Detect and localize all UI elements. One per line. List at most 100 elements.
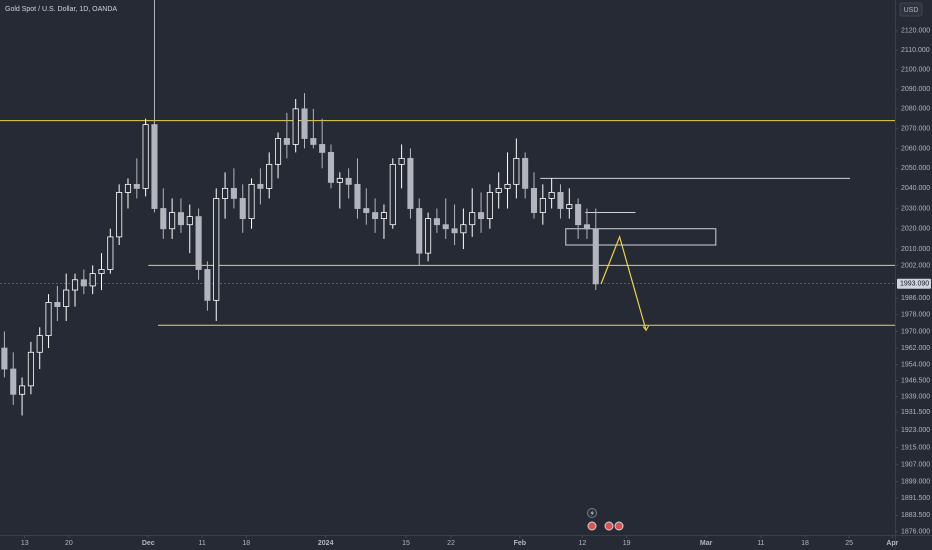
candle-body [230,187,237,199]
y-tick-label: 2120.000 [901,28,930,35]
y-tick-label: 2110.000 [901,47,930,54]
candle-body [469,212,476,226]
y-tick-label: 2080.000 [901,106,930,113]
candle-body [451,228,458,234]
candle-body [354,183,361,209]
candle-body [319,144,326,153]
y-tick-label: 2100.000 [901,66,930,73]
y-tick-label: 2020.000 [901,226,930,233]
y-tick-label: 2030.000 [901,205,930,212]
y-tick-label: 2090.000 [901,86,930,93]
event-icon[interactable] [587,521,597,531]
candle-body [124,183,132,193]
projection-arrowhead [642,325,650,332]
y-tick-label: 2070.000 [901,125,930,132]
event-icon[interactable] [604,521,614,531]
candle-body [257,183,264,189]
lightning-glyph [590,510,594,517]
candle-body [54,302,61,307]
candle-body [195,216,202,270]
candle-body [204,269,211,301]
x-tick-label: 18 [801,540,809,547]
candle-body [283,138,290,145]
y-tick-label: 1970.000 [901,328,930,335]
currency-label[interactable]: USD [904,7,919,14]
x-tick-label: 11 [198,540,205,547]
candle-body [575,204,582,226]
x-tick-label: 25 [845,540,853,547]
candle-body [222,187,229,199]
y-tick-label: 1978.000 [901,312,930,319]
candle-body [63,289,70,307]
candle-body [89,273,96,287]
candle-body [177,212,184,226]
x-tick-label: Dec [142,540,155,547]
candle-body [274,138,282,165]
candle-body [1,347,8,370]
y-tick-label: 1907.000 [901,461,930,468]
y-tick-label: 1954.000 [901,362,930,369]
x-tick-label: Apr [886,540,898,547]
candle-body [345,177,352,185]
candle-body [27,351,34,387]
x-tick-label: 15 [402,540,410,547]
y-tick-label: 1923.000 [901,427,930,434]
candle-body [45,302,52,336]
x-tick-label: 12 [579,540,587,547]
candle-body [160,208,167,230]
candle-body [522,157,529,189]
candle-body [36,335,43,353]
candle-body [407,157,414,209]
x-tick-label: 22 [447,540,455,547]
candle-body [513,157,520,185]
candle-body [327,151,335,183]
candle-body [433,218,440,226]
candle-body [416,208,423,254]
projection-path [600,234,647,331]
axes: 2120.000 2110.000 2100.000 2090.000 2080.000… [21,28,931,547]
event-icon[interactable] [614,521,624,531]
candle-body [504,183,511,189]
candle-body [266,163,273,189]
y-tick-label: 2010.000 [901,246,930,253]
candle-body [116,192,123,238]
candle-body [566,204,573,209]
y-tick-label: 1915.000 [901,444,930,451]
x-tick-label: 19 [623,540,631,547]
candle-body [292,108,299,145]
candle-body [389,163,396,226]
candle-body [142,124,149,189]
currency-button[interactable] [899,2,923,17]
y-tick-label: 1931.500 [901,409,930,416]
candle-body [380,212,387,220]
candle-body [548,192,555,199]
chart-title: Gold Spot / U.S. Dollar, 1D, OANDA [5,6,117,13]
x-tick-label: Mar [700,540,713,547]
candle-body [530,187,538,213]
candle-body [442,224,449,230]
candle-body [10,368,17,395]
candle-body [186,216,193,226]
candle-body [107,236,114,270]
x-tick-label: 11 [757,540,764,547]
candle-body [592,228,599,285]
candle-body [477,212,485,220]
y-tick-label: 2002.000 [901,262,930,269]
y-tick-label: 2050.000 [901,165,930,172]
candle-body [98,269,105,275]
y-tick-label: 1876.000 [901,529,930,536]
candle-body [583,224,591,230]
candle-body [372,212,379,220]
candle-body [151,124,158,209]
y-tick-label: 1962.000 [901,345,930,352]
candle-body [486,192,493,220]
candle-body [71,279,79,291]
candle-body [398,157,405,165]
candle-body [19,385,26,395]
y-tick-label: 1891.500 [901,495,930,502]
candle-body [336,177,343,183]
y-tick-label: 1899.000 [901,479,930,486]
